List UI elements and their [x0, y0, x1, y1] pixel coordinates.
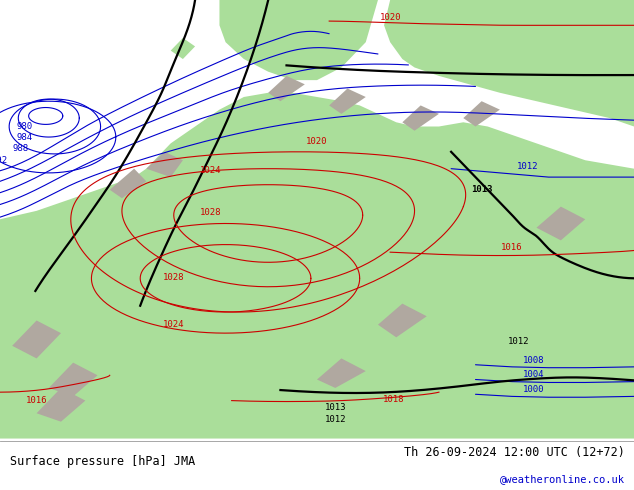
Text: 1020: 1020 [379, 13, 401, 22]
Polygon shape [329, 89, 366, 114]
Text: 1004: 1004 [522, 370, 544, 379]
Polygon shape [171, 38, 195, 59]
Text: 980: 980 [16, 122, 32, 131]
Polygon shape [219, 0, 378, 80]
Text: 1008: 1008 [522, 356, 544, 365]
Polygon shape [268, 76, 305, 101]
Polygon shape [146, 152, 183, 177]
Text: 1013: 1013 [471, 185, 493, 194]
Text: 1012: 1012 [517, 162, 538, 171]
Polygon shape [317, 358, 366, 388]
Text: 1016: 1016 [501, 244, 523, 252]
Polygon shape [0, 93, 634, 439]
Text: 1000: 1000 [522, 385, 544, 394]
Polygon shape [12, 320, 61, 358]
Text: 1012: 1012 [507, 337, 529, 346]
Text: 1012: 1012 [325, 415, 346, 424]
Text: 1016: 1016 [26, 396, 48, 405]
Text: 1018: 1018 [382, 395, 404, 404]
Text: @weatheronline.co.uk: @weatheronline.co.uk [500, 474, 624, 484]
Text: Th 26-09-2024 12:00 UTC (12+72): Th 26-09-2024 12:00 UTC (12+72) [404, 446, 624, 460]
Text: 1024: 1024 [200, 166, 221, 175]
Polygon shape [463, 101, 500, 126]
Text: 984: 984 [16, 133, 32, 142]
Polygon shape [536, 207, 585, 241]
Text: 988: 988 [13, 144, 29, 153]
Text: 1020: 1020 [306, 137, 328, 146]
Text: 1028: 1028 [163, 273, 184, 282]
Polygon shape [378, 304, 427, 337]
Text: 1013: 1013 [325, 403, 346, 412]
Polygon shape [384, 0, 634, 126]
Text: 992: 992 [0, 156, 8, 165]
Polygon shape [110, 169, 146, 198]
Text: Surface pressure [hPa] JMA: Surface pressure [hPa] JMA [10, 455, 195, 468]
Polygon shape [49, 363, 98, 396]
Text: 1024: 1024 [163, 320, 184, 329]
Polygon shape [37, 388, 86, 422]
Polygon shape [403, 105, 439, 131]
Text: 1028: 1028 [200, 208, 221, 218]
